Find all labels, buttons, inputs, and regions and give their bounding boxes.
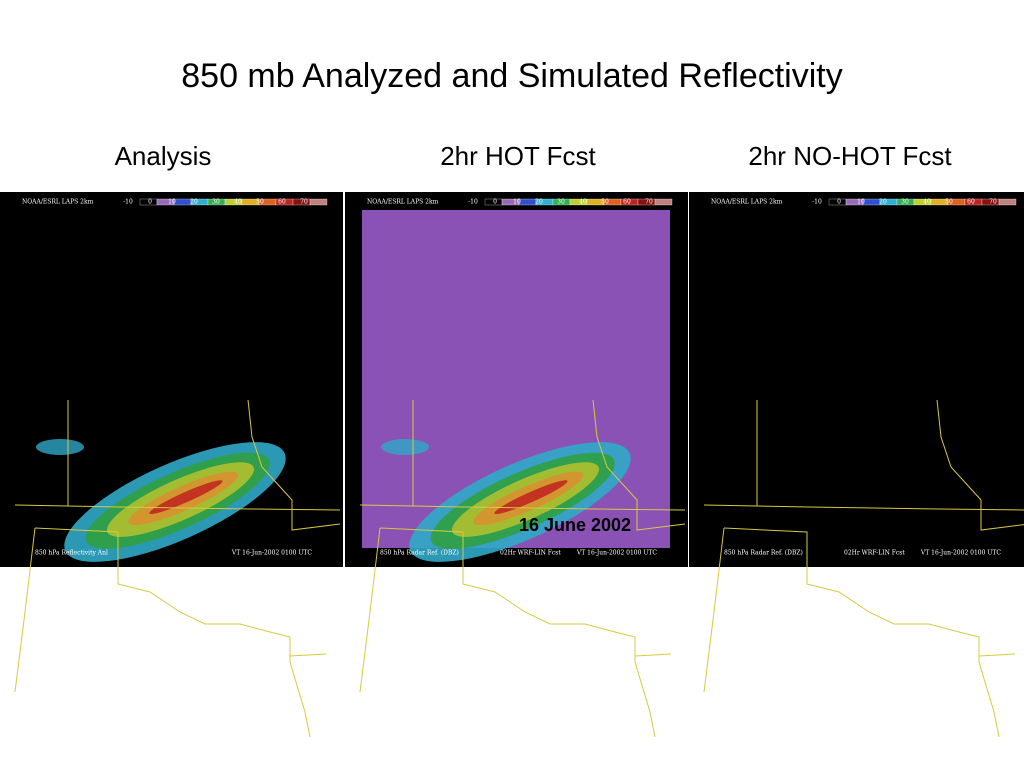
colorbar-label: 50 — [945, 199, 953, 206]
colorbar-label: 70 — [989, 199, 997, 206]
slide-title: 850 mb Analyzed and Simulated Reflectivi… — [181, 57, 842, 95]
colorbar-cell — [998, 198, 1017, 206]
colorbar-label: -10 — [123, 199, 133, 206]
map-header: NOAA/ESRL LAPS 2km — [711, 199, 783, 206]
colorbar-label: 10 — [168, 199, 176, 206]
echo-fragment — [36, 439, 84, 455]
map-footer-right: VT 16-Jun-2002 0100 UTC — [231, 550, 312, 557]
map-panel: NOAA/ESRL LAPS 2km -10 0 10 20 30 40 50 60 70 850 … — [0, 192, 343, 738]
state-border — [34, 527, 311, 738]
echo-band — [149, 480, 223, 515]
map-background — [689, 192, 1024, 567]
colorbar-cell — [862, 198, 881, 206]
state-border — [634, 653, 672, 657]
map-header: NOAA/ESRL LAPS 2km — [367, 199, 439, 206]
colorbar-label: 0 — [493, 199, 497, 206]
state-border — [379, 527, 656, 738]
map-footer-mid: 02Hr WRF-LIN Fcst — [844, 550, 905, 557]
map-panel: NOAA/ESRL LAPS 2km -10 0 10 20 30 40 50 60 70 850 … — [689, 192, 1024, 738]
colorbar-cell — [173, 198, 192, 206]
state-border — [14, 504, 341, 511]
state-border — [703, 527, 725, 693]
colorbar-label: -10 — [812, 199, 822, 206]
state-border — [723, 527, 1000, 738]
echo-fragment — [381, 439, 429, 455]
state-border — [936, 399, 1024, 531]
state-border — [703, 504, 1024, 511]
map-header: NOAA/ESRL LAPS 2km — [22, 199, 94, 206]
date-label: 16 June 2002 — [519, 515, 631, 535]
colorbar-label: 40 — [923, 199, 931, 206]
map-footer-mid: 02Hr WRF-LIN Fcst — [500, 550, 561, 557]
colorbar-label: 70 — [645, 199, 653, 206]
colorbar-label: 40 — [234, 199, 242, 206]
colorbar-label: 10 — [513, 199, 521, 206]
colorbar-label: 30 — [557, 199, 565, 206]
colorbar-label: 60 — [623, 199, 631, 206]
colorbar-label: 50 — [256, 199, 264, 206]
colorbar-label: 10 — [857, 199, 865, 206]
state-border — [359, 504, 686, 511]
colorbar-label: 70 — [300, 199, 308, 206]
echo-band — [494, 480, 568, 515]
colorbar-label: 60 — [967, 199, 975, 206]
colorbar-label: 0 — [837, 199, 841, 206]
state-border — [592, 399, 686, 531]
colorbar-label: -10 — [468, 199, 478, 206]
map-footer-left: 850 hPa Radar Ref. (DBZ) — [724, 550, 803, 557]
colorbar-label: 30 — [901, 199, 909, 206]
colorbar-label: 50 — [601, 199, 609, 206]
colorbar-label: 20 — [879, 199, 887, 206]
state-border — [247, 399, 341, 531]
reflectivity-echo — [409, 442, 631, 562]
state-border — [978, 653, 1016, 657]
map-footer-left: 850 hPa Radar Ref. (DBZ) — [380, 550, 459, 557]
map-footer-right: VT 16-Jun-2002 0100 UTC — [576, 550, 657, 557]
colorbar-cell — [518, 198, 537, 206]
map-footer-right: VT 16-Jun-2002 0100 UTC — [920, 550, 1001, 557]
state-border — [359, 527, 381, 693]
colorbar-label: 60 — [278, 199, 286, 206]
panel-label: 2hr HOT Fcst — [440, 141, 596, 171]
colorbar-label: 30 — [212, 199, 220, 206]
panel-label: 2hr NO-HOT Fcst — [748, 141, 952, 171]
state-border — [289, 653, 327, 657]
colorbar-label: 40 — [579, 199, 587, 206]
reflectivity-echo — [64, 442, 286, 562]
colorbar-label: 0 — [148, 199, 152, 206]
state-border — [14, 527, 36, 693]
panel-label: Analysis — [115, 141, 212, 171]
colorbar-label: 20 — [535, 199, 543, 206]
colorbar-cell — [309, 198, 328, 206]
map-footer-left: 850 hPa Reflectivity Anl — [35, 550, 108, 557]
colorbar-label: 20 — [190, 199, 198, 206]
map-panel: NOAA/ESRL LAPS 2km -10 0 10 20 30 40 50 60 70 850 … — [345, 192, 688, 738]
colorbar-cell — [654, 198, 673, 206]
